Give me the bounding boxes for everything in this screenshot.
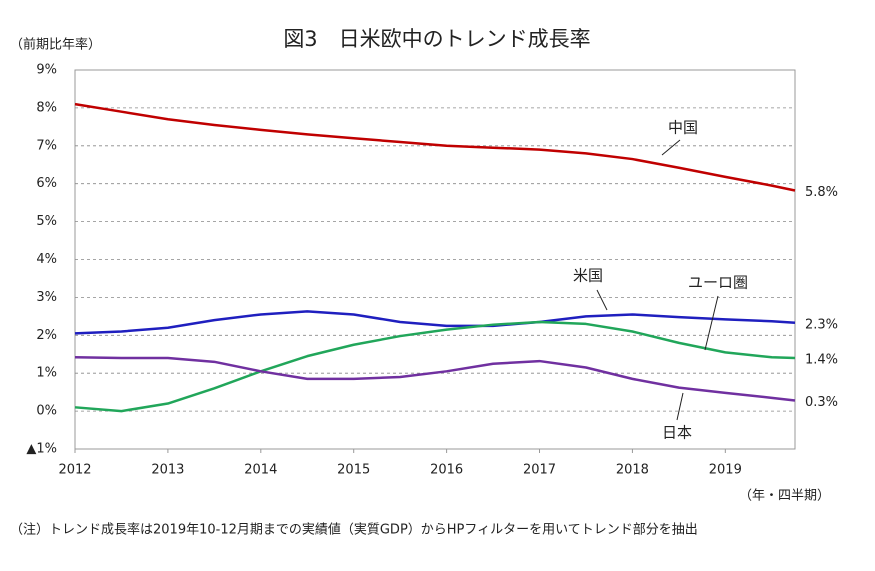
series-line [74,102,796,192]
y-tick-label: ▲1% [26,442,57,457]
y-tick-label: 8% [36,100,57,115]
leader-line [704,295,719,351]
x-tick-label: 2019 [709,463,742,478]
end-value-label: 1.4% [805,353,838,368]
y-tick-label: 1% [36,366,57,381]
note: （注）トレンド成長率は2019年10-12月期までの実績値（実質GDP）からHP… [10,522,698,538]
series-label: 日本 [662,424,692,442]
x-tick-label: 2016 [430,463,463,478]
series-line [74,320,796,413]
y-tick-label: 5% [36,214,57,229]
series-label: ユーロ圏 [688,274,748,292]
series-line [74,310,796,335]
chart-title: 図3 日米欧中のトレンド成長率 [283,27,590,51]
y-tick-label: 9% [36,63,57,78]
series-label: 米国 [573,267,603,285]
y-tick-label: 0% [36,404,57,419]
series-label: 中国 [668,119,698,137]
y-tick-label: 3% [36,290,57,305]
x-tick-label: 2015 [337,463,370,478]
end-value-label: 5.8% [805,185,838,200]
y-axis-label: （前期比年率） [10,37,101,53]
end-value-label: 0.3% [805,395,838,410]
end-value-label: 2.3% [805,317,838,332]
y-tick-label: 7% [36,138,57,153]
y-tick-label: 2% [36,328,57,343]
y-tick-label: 4% [36,252,57,267]
x-tick-label: 2014 [244,463,277,478]
series-line [74,356,796,402]
leader-line [596,289,608,311]
leader-line [661,139,681,156]
x-tick-label: 2017 [523,463,556,478]
x-axis-label: （年・四半期） [739,489,830,504]
y-tick-label: 6% [36,176,57,191]
x-tick-label: 2012 [58,463,91,478]
leader-line [676,392,684,421]
x-tick-label: 2018 [616,463,649,478]
x-tick-label: 2013 [151,463,184,478]
